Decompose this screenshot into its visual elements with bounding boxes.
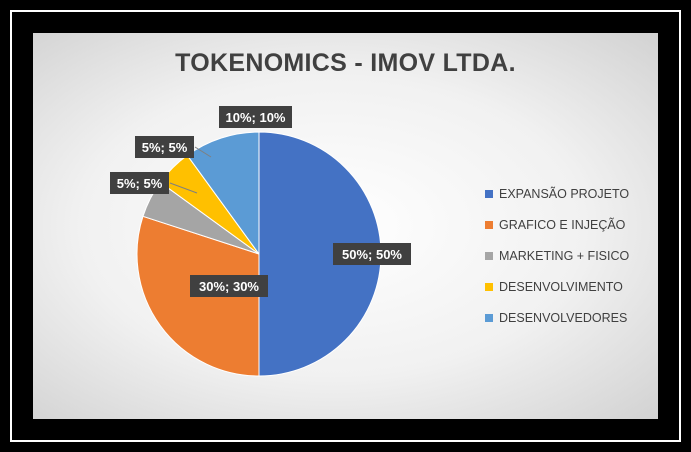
data-label-text-2: 30%; 30% (199, 279, 259, 294)
legend-item-2: GRAFICO E INJEÇÃO (485, 209, 629, 240)
legend-swatch-2 (485, 220, 493, 229)
data-label-3: 5%; 5% (110, 172, 169, 194)
data-label-2: 30%; 30% (190, 275, 268, 297)
legend-label-5: DESENVOLVEDORES (499, 310, 628, 325)
legend-label-1: EXPANSÃO PROJETO (499, 186, 630, 201)
legend-swatch-5 (485, 313, 493, 322)
legend-swatch-4 (485, 282, 493, 291)
chart-area: TOKENOMICS - IMOV LTDA. 50%; 50% 30%; 30%… (33, 33, 658, 419)
data-label-1: 50%; 50% (333, 243, 411, 265)
data-label-5: 10%; 10% (219, 106, 292, 128)
data-label-leader-4 (194, 146, 212, 158)
data-label-text-3: 5%; 5% (117, 176, 163, 191)
data-label-box-1 (333, 243, 411, 265)
data-label-text-1: 50%; 50% (342, 247, 402, 262)
data-label-box-4 (135, 136, 194, 158)
pie-chart: 50%; 50% 30%; 30% 5%; 5% 5%; 5% 10%; 10% (110, 106, 411, 377)
legend-item-3: MARKETING + FISICO (485, 240, 629, 271)
data-label-4: 5%; 5% (135, 136, 194, 158)
chart-title: TOKENOMICS - IMOV LTDA. (175, 49, 516, 77)
legend-item-5: DESENVOLVEDORES (485, 302, 629, 333)
legend-swatch-1 (485, 189, 493, 198)
legend-label-4: DESENVOLVIMENTO (499, 279, 623, 294)
legend-item-4: DESENVOLVIMENTO (485, 271, 629, 302)
chart-legend: EXPANSÃO PROJETO GRAFICO E INJEÇÃO MARKETI… (485, 178, 629, 333)
data-label-text-4: 5%; 5% (142, 140, 188, 155)
data-label-box-5 (219, 106, 292, 128)
data-label-box-2 (190, 275, 268, 297)
data-label-box-3 (110, 172, 169, 194)
data-label-text-5: 10%; 10% (226, 110, 286, 125)
legend-label-2: GRAFICO E INJEÇÃO (499, 217, 626, 232)
inner-frame-line (10, 10, 681, 442)
legend-swatch-3 (485, 251, 493, 260)
legend-label-3: MARKETING + FISICO (499, 248, 630, 263)
legend-item-1: EXPANSÃO PROJETO (485, 178, 629, 209)
data-label-leader-3 (169, 182, 198, 194)
